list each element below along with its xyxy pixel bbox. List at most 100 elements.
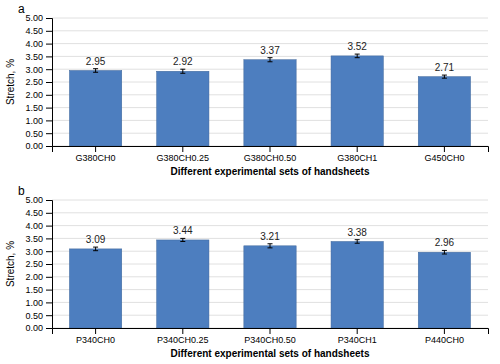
tick-mark (444, 328, 445, 334)
y-axis: 0.000.501.001.502.002.503.003.504.004.50… (25, 13, 52, 151)
tick-mark (46, 213, 52, 214)
tick-label: G380CH0 (76, 153, 116, 163)
tick: G450CH0 (424, 146, 464, 163)
tick: 0.00 (25, 323, 52, 333)
tick-label: G380CH0.25 (157, 153, 210, 163)
tick: P340CH0.25 (157, 328, 209, 345)
tick-mark (270, 146, 271, 152)
tick: 2.50 (25, 259, 52, 269)
axis-line (46, 201, 53, 329)
marks (69, 238, 470, 328)
grid-line (52, 212, 488, 213)
tick-mark (46, 146, 52, 147)
tick-label: 3.00 (25, 65, 43, 75)
tick: 0.00 (25, 141, 52, 151)
error-bar-line (355, 240, 360, 244)
tick-label: G380CH1 (337, 153, 377, 163)
grid (52, 18, 488, 146)
tick-label: G380CH0.50 (244, 153, 297, 163)
tick-label: 4.50 (25, 26, 43, 36)
tick-mark (46, 251, 52, 252)
tick-mark (46, 120, 52, 121)
grid-line (52, 200, 488, 201)
error-bar (180, 238, 185, 241)
tick: G380CH0.50 (244, 146, 297, 163)
tick-label: 4.00 (25, 221, 43, 231)
tick-mark (46, 226, 52, 227)
tick: 4.00 (25, 221, 52, 231)
tick-label: 3.50 (25, 52, 43, 62)
tick-label: 2.00 (25, 272, 43, 282)
tick: P340CH0.50 (244, 328, 296, 345)
error-bar (180, 69, 185, 73)
x-axis-title: Different experimental sets of handsheet… (171, 348, 370, 359)
tick: 5.00 (25, 195, 52, 205)
bar (331, 241, 383, 328)
tick-label: G450CH0 (424, 153, 464, 163)
error-bar (442, 75, 447, 78)
tick: 2.00 (25, 272, 52, 282)
data-labels: 3.093.443.213.382.96 (86, 225, 455, 248)
tick: 1.50 (25, 285, 52, 295)
y-axis-title: Stretch, % (5, 241, 16, 287)
figure: 2.952.923.373.522.710.000.501.001.502.00… (0, 0, 500, 364)
tick-mark (46, 108, 52, 109)
tick: P340CH1 (338, 328, 377, 345)
tick-label: 1.50 (25, 103, 43, 113)
data-label: 2.92 (173, 56, 193, 67)
bar (331, 56, 383, 146)
tick-label: 2.50 (25, 77, 43, 87)
tick: 4.50 (25, 26, 52, 36)
tick-label: P440CH0 (425, 335, 464, 345)
error-bar (93, 247, 98, 251)
tick: 1.50 (25, 103, 52, 113)
grid-line (52, 56, 488, 57)
panel: 3.093.443.213.382.960.000.501.001.502.00… (5, 184, 489, 359)
tick-mark (46, 56, 52, 57)
tick-mark (95, 146, 96, 152)
grid-line (52, 18, 488, 19)
tick-label: 0.50 (25, 311, 43, 321)
panel-label: a (18, 2, 25, 16)
tick-mark (357, 328, 358, 334)
tick: 0.50 (25, 129, 52, 139)
tick: 3.50 (25, 52, 52, 62)
panel: 2.952.923.373.522.710.000.501.001.502.00… (5, 2, 489, 177)
tick: P340CH0 (76, 328, 115, 345)
error-bar-line (442, 75, 447, 78)
tick-label: 0.00 (25, 323, 43, 333)
error-bar (355, 54, 360, 58)
tick-label: 0.00 (25, 141, 43, 151)
tick-label: 4.00 (25, 39, 43, 49)
error-bar-line (93, 69, 98, 73)
tick-label: P340CH0.25 (157, 335, 209, 345)
bar (69, 249, 121, 328)
tick: G380CH0.25 (157, 146, 210, 163)
tick: G380CH1 (337, 146, 377, 163)
tick-label: 5.00 (25, 195, 43, 205)
error-bar (442, 250, 447, 254)
error-bar-line (355, 54, 360, 58)
error-bar-line (268, 58, 273, 62)
tick-label: P340CH1 (338, 335, 377, 345)
tick-label: 2.00 (25, 90, 43, 100)
panel-label: b (18, 184, 25, 198)
data-label: 3.38 (347, 227, 367, 238)
marks (69, 54, 470, 146)
x-axis: P340CH0 P340CH0.25 P340CH0.50 P340CH1 P440CH… (53, 328, 489, 345)
tick-mark (46, 18, 52, 19)
tick-mark (46, 69, 52, 70)
error-bar-line (93, 247, 98, 251)
bar (244, 246, 296, 328)
error-bar-line (442, 250, 447, 254)
error-bar-line (268, 244, 273, 248)
tick-mark (46, 328, 52, 329)
tick: 5.00 (25, 13, 52, 23)
bar (418, 77, 470, 146)
tick: 4.00 (25, 39, 52, 49)
bar (418, 252, 470, 328)
x-axis-title: Different experimental sets of handsheet… (171, 166, 370, 177)
tick-mark (95, 328, 96, 334)
error-bar-line (180, 69, 185, 73)
tick-mark (46, 238, 52, 239)
